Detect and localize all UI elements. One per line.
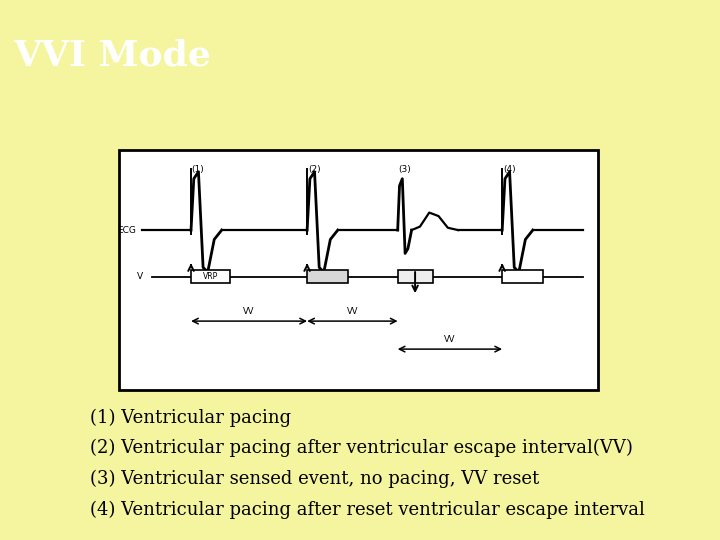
Text: (2): (2) <box>307 165 320 174</box>
Text: VV: VV <box>444 335 456 344</box>
Text: (1): (1) <box>192 165 204 174</box>
Text: VVI Mode: VVI Mode <box>13 39 211 73</box>
Bar <box>307 271 348 283</box>
Bar <box>119 150 598 389</box>
Bar <box>397 271 433 283</box>
Text: VV: VV <box>243 307 255 316</box>
Text: (3) Ventricular sensed event, no pacing, VV reset: (3) Ventricular sensed event, no pacing,… <box>90 470 539 488</box>
Text: (1) Ventricular pacing: (1) Ventricular pacing <box>90 408 291 427</box>
Bar <box>502 271 543 283</box>
Text: (3): (3) <box>398 165 411 174</box>
Text: V: V <box>137 272 143 281</box>
Text: (4) Ventricular pacing after reset ventricular escape interval: (4) Ventricular pacing after reset ventr… <box>90 500 645 518</box>
Text: (2) Ventricular pacing after ventricular escape interval(VV): (2) Ventricular pacing after ventricular… <box>90 439 633 457</box>
Text: VRP: VRP <box>203 272 218 281</box>
Text: ECG: ECG <box>117 226 136 234</box>
Bar <box>191 271 230 283</box>
Text: (4): (4) <box>503 165 516 174</box>
Text: VV: VV <box>346 307 358 316</box>
